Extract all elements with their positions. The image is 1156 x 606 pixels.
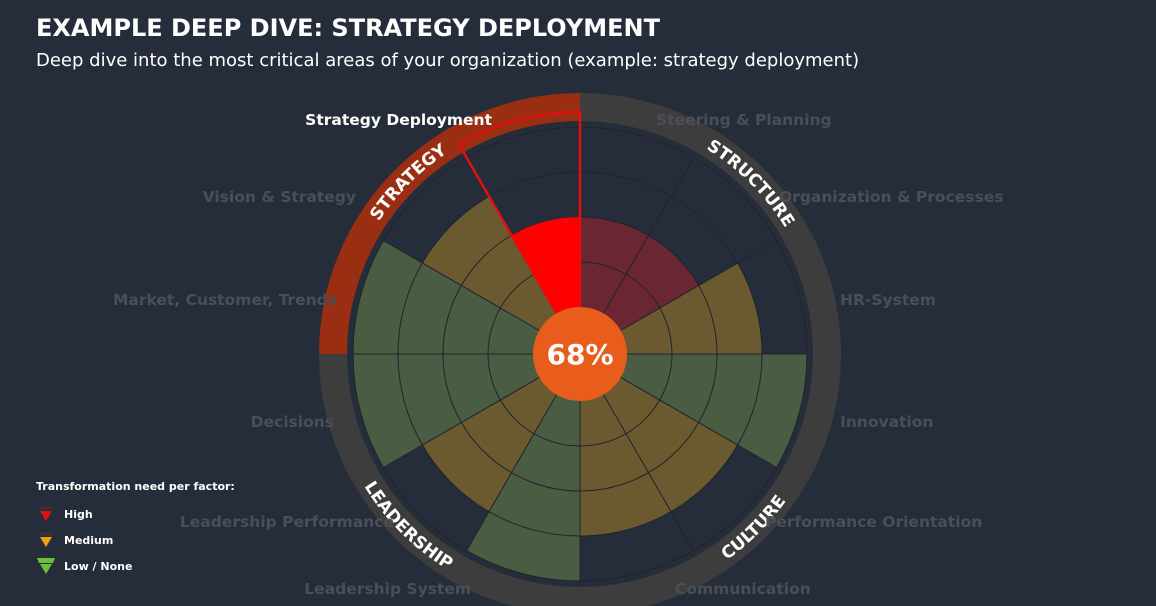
sector-fill-strategy-deployment bbox=[511, 217, 580, 314]
factor-label-hr-system: HR-System bbox=[840, 291, 936, 309]
page-subtitle: Deep dive into the most critical areas o… bbox=[36, 50, 860, 71]
factor-label-communication: Communication bbox=[675, 580, 811, 598]
factor-label-leadership-performance: Leadership Performance bbox=[180, 513, 394, 531]
factor-label-decisions: Decisions bbox=[251, 413, 334, 431]
center-circle bbox=[533, 307, 627, 401]
legend-label-high: High bbox=[64, 507, 93, 521]
factor-label-steering-planning: Steering & Planning bbox=[656, 111, 832, 129]
factor-label-leadership-system: Leadership System bbox=[304, 580, 471, 598]
factor-label-innovation: Innovation bbox=[840, 413, 933, 431]
group-label-strategy: STRATEGY bbox=[366, 140, 451, 224]
group-label-structure: STRUCTURE bbox=[703, 136, 798, 231]
low-triangle-icon bbox=[37, 558, 55, 574]
legend-title: Transformation need per factor: bbox=[36, 480, 235, 493]
legend-item-low: Low / None bbox=[36, 553, 235, 579]
medium-triangle-icon bbox=[39, 532, 53, 547]
factor-label-market-customer-trends: Market, Customer, Trends bbox=[113, 291, 337, 309]
factor-label-vision-strategy: Vision & Strategy bbox=[203, 188, 356, 206]
strategy-ring bbox=[319, 93, 580, 354]
factor-label-strategy-deployment: Strategy Deployment bbox=[305, 111, 492, 129]
legend-item-high: High bbox=[36, 501, 235, 527]
high-triangle-icon bbox=[39, 506, 53, 521]
legend-item-medium: Medium bbox=[36, 527, 235, 553]
factor-label-performance-orientation: Performance Orientation bbox=[765, 513, 982, 531]
legend-label-medium: Medium bbox=[64, 533, 114, 547]
center-value: 68% bbox=[546, 338, 613, 371]
factor-label-organization-processes: Organization & Processes bbox=[779, 188, 1003, 206]
page-title: EXAMPLE DEEP DIVE: STRATEGY DEPLOYMENT bbox=[36, 14, 660, 42]
legend: Transformation need per factor: High Med… bbox=[36, 480, 235, 579]
legend-label-low: Low / None bbox=[64, 559, 133, 573]
